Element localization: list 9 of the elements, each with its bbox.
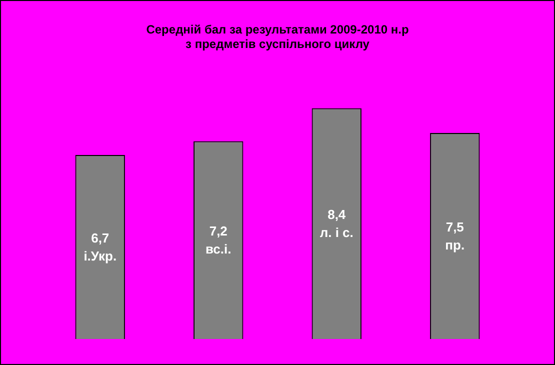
data-label: 6,7 [91,230,110,246]
chart-title: Середній бал за результатами 2009-2010 н.р з предметів суспільного циклу [146,22,409,51]
x-tick-label: л. і с. [320,225,354,240]
data-label: 7,2 [209,224,228,239]
x-tick-label: пр. [445,238,465,253]
data-label: 8,4 [328,207,346,222]
x-tick-label: і.Укр. [84,248,117,264]
data-label: 7,5 [446,220,464,235]
x-tick-label: вс.і. [206,242,232,257]
